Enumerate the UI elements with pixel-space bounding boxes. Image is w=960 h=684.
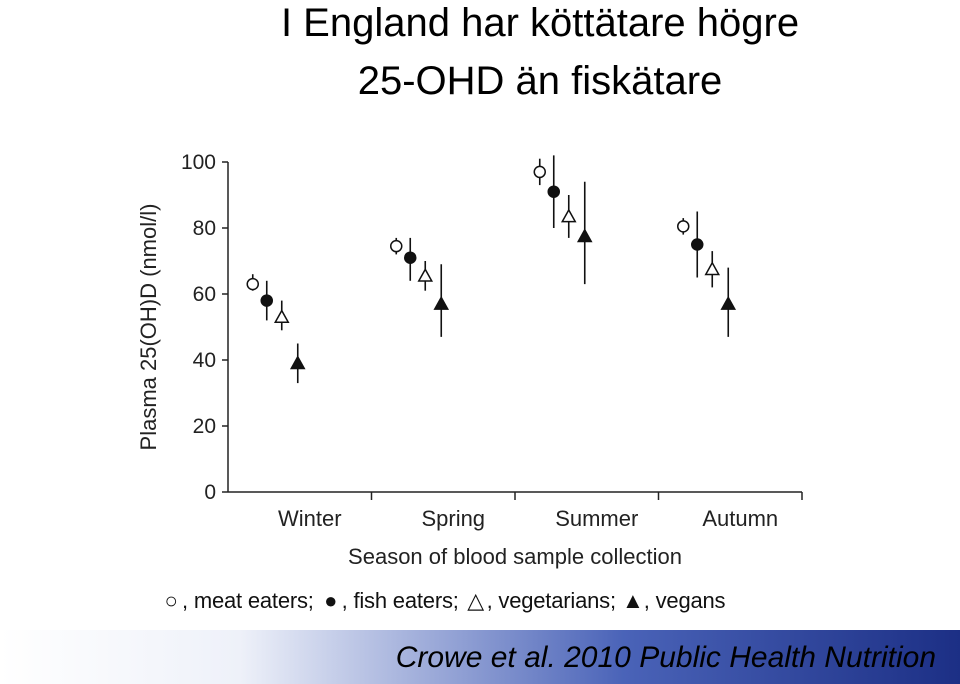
y-axis-title: Plasma 25(OH)D (nmol/l) [136, 204, 161, 451]
x-tick-label: Summer [555, 506, 638, 531]
fish-eaters-point [404, 251, 417, 264]
legend-vegan-symbol: ▲ [621, 588, 644, 613]
y-tick-label: 80 [193, 217, 216, 240]
y-tick-label: 40 [193, 349, 216, 372]
y-tick-label: 100 [181, 151, 216, 174]
citation: Crowe et al. 2010 Public Health Nutritio… [395, 641, 936, 674]
legend-vegetarian-symbol: △ [467, 588, 484, 613]
chart-legend: ○, meat eaters; ●, fish eaters; △, veget… [160, 588, 725, 614]
fish-eaters-point [691, 238, 704, 251]
meat-eaters-point [246, 277, 259, 291]
legend-vegan-label: , vegans [643, 588, 726, 613]
legend-fish-symbol: ● [324, 588, 338, 613]
slide-title-line-2: 25-OHD än fiskätare [357, 59, 723, 103]
legend-meat-symbol: ○ [164, 588, 178, 613]
footer-bar [0, 630, 960, 684]
y-tick-label: 20 [193, 415, 216, 438]
x-tick-label: Spring [421, 506, 485, 531]
vegetarians-point [417, 267, 434, 282]
legend-vegetarian-label: , vegetarians; [486, 588, 616, 613]
x-tick-label: Winter [278, 506, 342, 531]
y-tick-label: 60 [193, 283, 216, 306]
vegetarians-point [273, 309, 290, 324]
fish-eaters-point [260, 294, 273, 307]
fish-eaters-point [547, 185, 560, 198]
meat-eaters-point [533, 165, 546, 179]
legend-meat-label: , meat eaters; [182, 588, 314, 613]
x-axis-title: Season of blood sample collection [348, 544, 682, 569]
vitamin-d-chart: 0 20 40 60 80 100 Winter Spring Summer Autumn Seas… [136, 151, 803, 569]
vegetarians-point [704, 261, 721, 276]
x-tick-label: Autumn [702, 506, 778, 531]
vegans-point [576, 228, 593, 243]
vegans-point [720, 295, 737, 310]
meat-eaters-point [390, 239, 403, 253]
meat-eaters-point [677, 220, 690, 233]
vegans-point [289, 355, 306, 370]
vegetarians-point [560, 208, 577, 223]
y-tick-label: 0 [204, 481, 216, 504]
legend-fish-label: , fish eaters; [341, 588, 459, 613]
slide-title-line-1: I England har köttätare högre [280, 1, 800, 45]
vegans-point [433, 295, 450, 310]
slide-title: I England har köttätare högre 25-OHD än … [150, 0, 930, 110]
